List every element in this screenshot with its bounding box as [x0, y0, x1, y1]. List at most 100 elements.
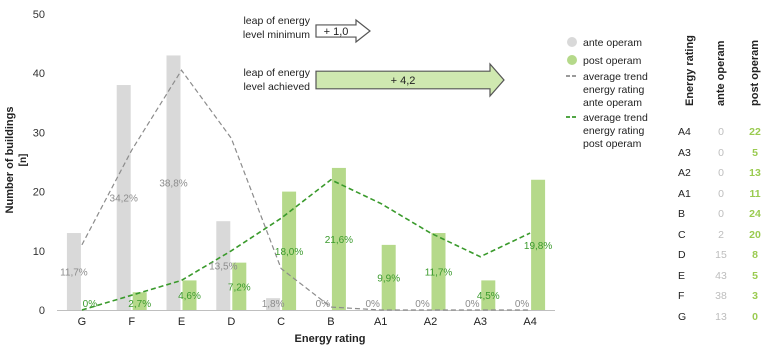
table-header-ante-operam: ante operam	[715, 40, 727, 106]
table-row: A3 0 5	[672, 147, 760, 167]
percent-label-post-G: 0%	[83, 299, 98, 310]
annotation-label-2-line1: leap of energy	[243, 67, 310, 79]
annotation-value-1: + 1,0	[324, 26, 349, 38]
percent-label-post-C: 18,0%	[275, 247, 303, 258]
table-cell-ante: 2	[718, 228, 724, 241]
x-axis-label: Energy rating	[295, 333, 366, 345]
table-cell-post: 20	[749, 228, 761, 241]
table-cell-rating: A3	[678, 146, 691, 159]
table-cell-ante: 0	[718, 167, 724, 179]
bar-post-F	[132, 292, 147, 310]
table-cell-rating: G	[678, 310, 687, 323]
trend-line-ante	[81, 69, 531, 311]
percent-label-ante-A3: 0%	[465, 299, 480, 310]
legend-label-4: average trend energy rating post operam	[583, 112, 648, 150]
bar-ante-C	[266, 298, 281, 310]
table-row: A2 0 13	[672, 167, 761, 187]
table-cell-rating: A1	[678, 187, 691, 200]
bar-ante-D	[216, 221, 231, 310]
bar-ante-E	[166, 55, 181, 310]
table-cell-post: 24	[749, 208, 761, 220]
percent-label-post-E: 4,6%	[178, 291, 201, 302]
percent-label-post-A1: 9,9%	[377, 273, 400, 284]
x-tick-label-B: B	[327, 316, 334, 328]
percent-label-ante-B: 0%	[316, 299, 331, 310]
table-row: B 0 24	[672, 208, 761, 228]
percent-label-post-F: 2,7%	[128, 299, 151, 310]
percent-label-ante-A4: 0%	[515, 299, 530, 310]
annotation-label-1-line2: level minimum	[243, 29, 310, 41]
y-axis-label: Number of buildings	[4, 107, 16, 214]
table-cell-post: 22	[749, 126, 761, 138]
percent-label-post-D: 7,2%	[228, 282, 251, 293]
percent-label-ante-C: 1,8%	[262, 299, 285, 310]
table-row: F 38 3	[672, 290, 760, 310]
table-cell-rating: D	[678, 249, 686, 261]
percent-label-post-A2: 11,7%	[425, 268, 453, 279]
x-tick-label-F: F	[128, 316, 135, 328]
table-cell-rating: A4	[678, 126, 691, 138]
percent-label-ante-F: 34,2%	[110, 194, 138, 205]
y-tick-label-50: 50	[33, 9, 45, 21]
bar-post-A2	[431, 233, 446, 310]
percent-label-ante-D: 13,5%	[209, 262, 237, 273]
bar-chart: 0 10 20 30 40 50 Number of buildings [n] G F E D C B A…	[4, 9, 648, 345]
table-cell-rating: F	[678, 290, 685, 302]
table-row: C 2 20	[672, 228, 761, 249]
legend-label-2: post operam	[583, 55, 642, 67]
percent-label-post-B: 21,6%	[325, 235, 353, 246]
table-cell-rating: A2	[678, 167, 691, 179]
table-cell-ante: 38	[715, 290, 727, 302]
table-cell-post: 8	[752, 249, 758, 261]
y-tick-label-20: 20	[33, 187, 45, 199]
table-row: A4 0 22	[672, 126, 761, 146]
bar-post-D	[232, 262, 247, 310]
y-axis-unit: [n]	[18, 154, 29, 167]
table-row: A1 0 11	[672, 187, 761, 208]
legend-label-3: average trend energy rating ante operam	[583, 71, 648, 109]
annotation-label-2-line2: level achieved	[243, 81, 310, 93]
bar-post-C	[282, 191, 297, 310]
table-row: G 13 0	[672, 311, 760, 331]
x-tick-label-G: G	[78, 316, 87, 328]
table-cell-ante: 13	[715, 310, 727, 323]
y-tick-label-30: 30	[33, 127, 45, 139]
legend-label-1: ante operam	[583, 37, 642, 49]
table-cell-ante: 0	[718, 146, 724, 159]
annotation-value-2: + 4,2	[391, 75, 416, 87]
table-cell-rating: E	[678, 269, 686, 282]
x-tick-label-A4: A4	[523, 316, 536, 328]
table-cell-ante: 15	[715, 249, 727, 261]
x-tick-label-E: E	[178, 316, 185, 328]
x-tick-label-A2: A2	[424, 316, 437, 328]
percent-label-ante-G: 11,7%	[60, 268, 88, 279]
annotation-label-1-line1: leap of energy	[243, 15, 310, 27]
table-cell-rating: C	[678, 228, 686, 241]
table-header-post-operam: post operam	[749, 39, 761, 106]
energy-rating-table: Energy rating ante operam post operam A4…	[672, 28, 761, 338]
y-tick-label-40: 40	[33, 68, 45, 80]
table-row: D 15 8	[672, 249, 760, 269]
percent-label-ante-E: 38,8%	[159, 179, 187, 190]
table-cell-post: 0	[752, 310, 758, 323]
percent-label-ante-A1: 0%	[365, 299, 380, 310]
table-header-energy-rating: Energy rating	[684, 35, 696, 106]
legend-swatch-1	[567, 37, 577, 47]
percent-label-post-A4: 19,8%	[524, 241, 552, 252]
x-tick-label-A1: A1	[374, 316, 387, 328]
bar-post-E	[182, 280, 197, 310]
annotation-arrow-1	[315, 18, 371, 44]
bar-post-A4	[531, 179, 546, 310]
bar-ante-G	[66, 233, 81, 310]
bar-post-A1	[381, 244, 396, 310]
bar-post-A3	[481, 280, 496, 310]
table-cell-post: 3	[752, 290, 758, 302]
annotation-arrow-2	[315, 62, 505, 98]
table-cell-ante: 0	[718, 208, 724, 220]
table-cell-rating: B	[678, 208, 686, 220]
table-cell-post: 5	[752, 146, 758, 159]
table-cell-post: 13	[749, 167, 761, 179]
table-row: E 43 5	[672, 270, 760, 290]
y-tick-label-0: 0	[39, 305, 45, 317]
table-cell-ante: 0	[718, 126, 724, 138]
